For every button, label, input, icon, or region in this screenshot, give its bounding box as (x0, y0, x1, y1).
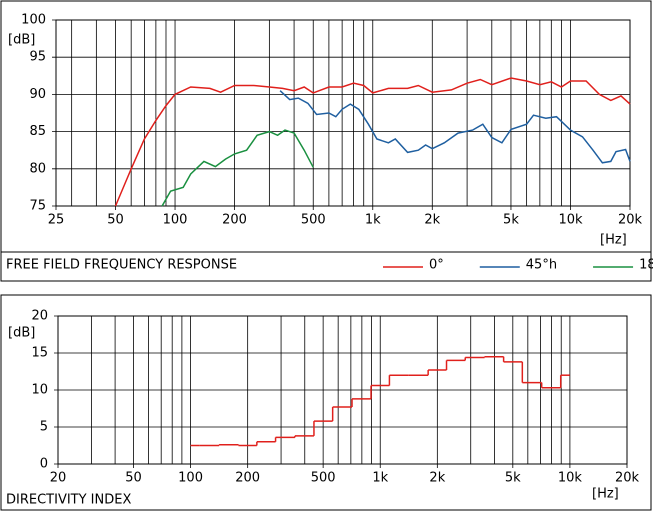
y-tick-label: 10 (31, 383, 48, 398)
x-tick-label: 2k (429, 471, 445, 486)
legend-label: 45°h (526, 258, 557, 273)
x-tick-label: 200 (235, 471, 260, 486)
y-tick-label: 95 (29, 50, 46, 65)
x-tick-label: 10k (558, 213, 583, 228)
x-tick-label: 20 (50, 471, 67, 486)
legend-label: 0° (429, 258, 444, 273)
y-axis-label: [dB] (8, 33, 35, 48)
x-tick-label: 50 (107, 213, 124, 228)
x-tick-label: 500 (301, 213, 326, 228)
y-tick-label: 0 (40, 457, 48, 472)
x-axis-label: [Hz] (600, 233, 627, 248)
x-tick-label: 10k (558, 471, 583, 486)
x-tick-label: 5k (505, 471, 521, 486)
x-tick-label: 200 (222, 213, 247, 228)
y-tick-label: 15 (31, 346, 48, 361)
panel-frame (0, 0, 652, 282)
x-tick-label: 100 (178, 471, 203, 486)
y-tick-label: 90 (29, 87, 46, 102)
x-tick-label: 20k (615, 471, 640, 486)
plot-frame (55, 19, 631, 207)
x-tick-label: 20k (618, 213, 643, 228)
y-axis-label: [dB] (8, 326, 35, 341)
y-tick-label: 20 (31, 309, 48, 324)
x-tick-label: 2k (424, 213, 440, 228)
panel-frame (0, 294, 652, 511)
y-tick-label: 80 (29, 161, 46, 176)
line-series (114, 77, 631, 207)
x-tick-label: 500 (311, 471, 336, 486)
line-series (279, 90, 631, 164)
y-tick-label: 5 (40, 420, 48, 435)
chart-title: DIRECTIVITY INDEX (6, 493, 131, 508)
x-tick-label: 1k (365, 213, 381, 228)
x-axis-label: [Hz] (592, 487, 619, 502)
line-series (161, 129, 314, 207)
y-tick-label: 85 (29, 124, 46, 139)
y-tick-label: 75 (29, 199, 46, 214)
x-tick-label: 5k (503, 213, 519, 228)
x-tick-label: 100 (163, 213, 188, 228)
x-tick-label: 50 (125, 471, 142, 486)
plot-frame (57, 315, 628, 465)
chart-title: FREE FIELD FREQUENCY RESPONSE (6, 258, 237, 273)
x-tick-label: 1k (372, 471, 388, 486)
x-tick-label: 25 (48, 213, 65, 228)
legend-label: 180°h (639, 258, 653, 273)
y-tick-label: 100 (21, 13, 46, 28)
